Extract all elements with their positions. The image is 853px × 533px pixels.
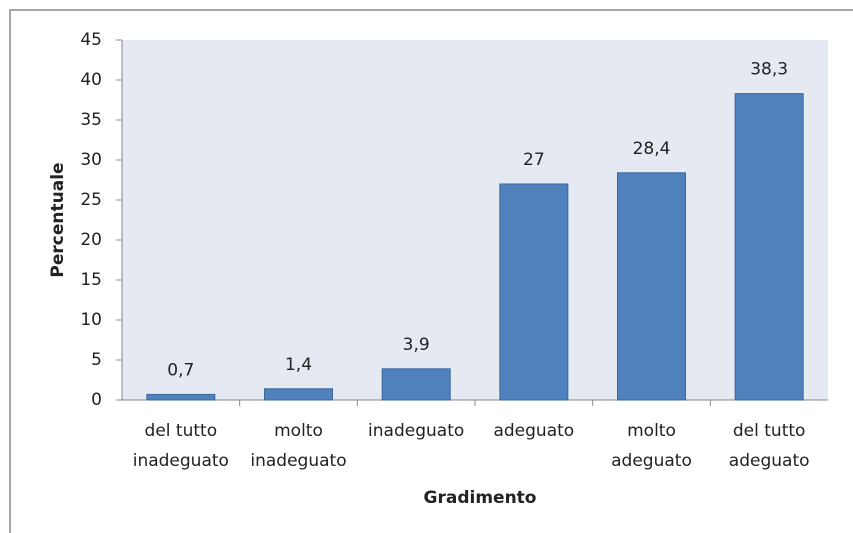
y-tick-label: 30	[80, 150, 102, 170]
value-label: 38,3	[750, 60, 788, 80]
value-label: 0,7	[167, 360, 194, 380]
y-tick-label: 25	[80, 190, 102, 210]
y-tick-label: 15	[80, 270, 102, 290]
y-tick-label: 20	[80, 230, 102, 250]
y-tick-label: 5	[91, 350, 102, 370]
y-tick-label: 10	[80, 310, 102, 330]
bar	[146, 393, 216, 401]
bar	[499, 183, 569, 401]
value-label: 28,4	[633, 139, 671, 159]
x-tick-label: inadeguato	[368, 421, 465, 441]
value-label: 1,4	[285, 355, 312, 375]
frame	[9, 9, 853, 533]
x-tick-label: del tutto adeguato	[728, 421, 810, 471]
bar	[381, 368, 451, 401]
y-tick-label: 40	[80, 70, 102, 90]
bar	[264, 388, 333, 401]
y-tick-label: 45	[80, 30, 102, 50]
x-tick-label: molto adeguato	[611, 421, 692, 471]
x-tick-label: del tutto inadeguato	[132, 421, 229, 471]
x-tick-label: adeguato	[493, 421, 575, 441]
y-tick-label: 0	[91, 390, 102, 410]
bar	[734, 93, 804, 401]
bar	[617, 172, 686, 401]
x-axis-title: Gradimento	[424, 488, 537, 508]
y-axis-title: Percentuale	[48, 162, 68, 277]
y-tick-label: 35	[80, 110, 102, 130]
plot-area	[122, 40, 828, 400]
value-label: 3,9	[403, 335, 430, 355]
x-tick-label: molto inadeguato	[250, 421, 347, 471]
value-label: 27	[523, 150, 545, 170]
